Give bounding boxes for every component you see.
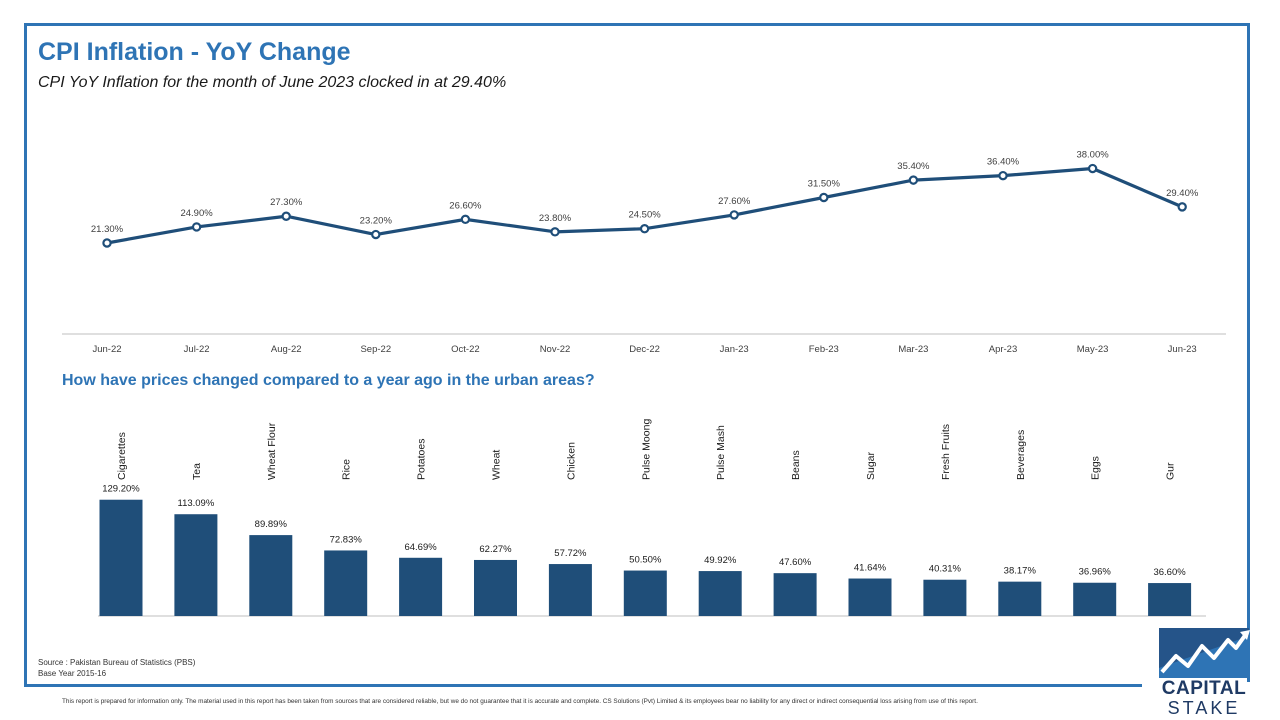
bar-category-label-10: Sugar xyxy=(865,451,877,480)
bar-7 xyxy=(623,570,667,616)
bar-category-label-5: Wheat xyxy=(491,450,503,480)
cpi-data-label-9: 35.40% xyxy=(897,161,930,172)
source-note: Source : Pakistan Bureau of Statistics (… xyxy=(38,657,195,679)
bar-value-label-8: 49.92% xyxy=(704,555,737,566)
frame-gap xyxy=(1142,682,1254,692)
bar-category-label-0: Cigarettes xyxy=(116,432,128,480)
report-frame xyxy=(24,23,1250,687)
bar-12 xyxy=(998,581,1042,616)
cpi-data-label-4: 26.60% xyxy=(449,200,482,211)
bar-value-label-1: 113.09% xyxy=(177,498,214,509)
bar-category-label-13: Eggs xyxy=(1090,456,1102,480)
bar-13 xyxy=(1073,582,1117,616)
x-tick-label-8: Feb-23 xyxy=(809,344,839,355)
bar-10 xyxy=(848,578,892,616)
cpi-data-label-12: 29.40% xyxy=(1166,188,1199,199)
x-tick-label-5: Nov-22 xyxy=(540,344,571,355)
cpi-data-label-11: 38.00% xyxy=(1076,150,1109,161)
bar-value-label-12: 38.17% xyxy=(1004,566,1037,577)
bar-category-label-2: Wheat Flour xyxy=(266,422,278,480)
x-tick-label-4: Oct-22 xyxy=(451,344,480,355)
bar-6 xyxy=(548,564,592,616)
logo-word-stake: STAKE xyxy=(1167,698,1241,718)
cpi-point-10 xyxy=(998,170,1008,181)
x-tick-label-10: Apr-23 xyxy=(989,344,1018,355)
x-tick-label-11: May-23 xyxy=(1077,344,1109,355)
cpi-data-label-10: 36.40% xyxy=(987,157,1020,168)
bar-value-label-11: 40.31% xyxy=(929,564,962,575)
bar-value-label-5: 62.27% xyxy=(479,544,512,555)
bar-11 xyxy=(923,579,967,616)
x-tick-label-7: Jan-23 xyxy=(720,344,749,355)
bar-3 xyxy=(324,550,368,616)
bar-9 xyxy=(773,573,817,616)
cpi-line-chart: 21.30% Jun-22 24.90% Jul-22 27.30% Aug-22 23.2… xyxy=(62,150,1226,355)
cpi-point-12 xyxy=(1177,202,1187,212)
bar-value-label-6: 57.72% xyxy=(554,548,587,559)
cpi-point-9 xyxy=(908,175,919,185)
page-title: CPI Inflation - YoY Change xyxy=(38,38,351,66)
cpi-point-8 xyxy=(819,192,829,203)
base-year-line: Base Year 2015-16 xyxy=(38,669,107,678)
bar-category-label-11: Fresh Fruits xyxy=(940,424,952,480)
bar-8 xyxy=(698,571,742,616)
capital-stake-logo: CAPITAL STAKE xyxy=(1156,626,1252,718)
bar-value-label-10: 41.64% xyxy=(854,563,887,574)
cpi-data-label-8: 31.50% xyxy=(808,179,841,190)
bar-value-label-13: 36.96% xyxy=(1079,567,1112,578)
x-tick-label-12: Jun-23 xyxy=(1168,344,1197,355)
bar-0 xyxy=(99,499,143,616)
bar-value-label-0: 129.20% xyxy=(102,484,140,495)
cpi-point-4 xyxy=(460,214,471,225)
cpi-data-label-1: 24.90% xyxy=(180,208,213,219)
x-tick-label-1: Jul-22 xyxy=(184,344,210,355)
bar-value-label-7: 50.50% xyxy=(629,555,662,566)
bar-category-label-4: Potatoes xyxy=(416,439,428,480)
disclaimer: This report is prepared for information … xyxy=(62,698,978,705)
bar-category-label-3: Rice xyxy=(341,459,353,480)
bar-value-label-4: 64.69% xyxy=(404,542,437,553)
bar-category-label-6: Chicken xyxy=(565,442,577,480)
bar-category-label-1: Tea xyxy=(191,463,203,480)
bar-14 xyxy=(1148,583,1192,616)
cpi-point-0 xyxy=(102,238,112,248)
x-tick-label-3: Sep-22 xyxy=(360,344,391,355)
cpi-data-label-3: 23.20% xyxy=(360,216,393,227)
section-title: How have prices changed compared to a ye… xyxy=(62,372,595,389)
bar-5 xyxy=(474,559,517,616)
cpi-data-label-0: 21.30% xyxy=(91,224,124,235)
cpi-data-label-7: 27.60% xyxy=(718,196,751,207)
bar-4 xyxy=(399,557,443,616)
bar-value-label-9: 47.60% xyxy=(779,557,812,568)
cpi-point-1 xyxy=(191,222,202,232)
cpi-point-7 xyxy=(729,210,739,220)
bar-2 xyxy=(249,535,293,616)
bar-category-label-8: Pulse Mash xyxy=(715,425,727,480)
cpi-point-6 xyxy=(639,224,650,234)
x-tick-label-2: Aug-22 xyxy=(271,344,302,355)
x-tick-label-9: Mar-23 xyxy=(898,344,928,355)
bar-1 xyxy=(174,514,218,616)
logo-word-capital: CAPITAL xyxy=(1161,678,1247,699)
urban-prices-bar-chart: 129.20% Cigarettes 113.09% Tea 89.89% Wheat F… xyxy=(98,419,1206,617)
cpi-point-3 xyxy=(371,229,381,240)
x-tick-label-0: Jun-22 xyxy=(92,344,121,355)
logo-chart-icon xyxy=(1159,628,1250,678)
x-tick-label-6: Dec-22 xyxy=(629,344,660,355)
bar-category-label-7: Pulse Moong xyxy=(640,419,652,480)
cpi-point-5 xyxy=(550,227,560,237)
bar-value-label-3: 72.83% xyxy=(330,534,363,545)
page-subtitle: CPI YoY Inflation for the month of June … xyxy=(38,74,507,91)
cpi-point-2 xyxy=(281,211,291,221)
source-line: Source : Pakistan Bureau of Statistics (… xyxy=(38,658,196,667)
cpi-point-11 xyxy=(1087,163,1098,174)
cpi-data-label-5: 23.80% xyxy=(539,213,572,224)
bar-value-label-14: 36.60% xyxy=(1153,567,1186,578)
cpi-data-label-2: 27.30% xyxy=(270,197,303,208)
bar-category-label-14: Gur xyxy=(1165,462,1177,480)
bar-category-label-9: Beans xyxy=(790,450,802,480)
cpi-data-label-6: 24.50% xyxy=(628,210,661,221)
bar-category-label-12: Beverages xyxy=(1015,430,1027,480)
bar-value-label-2: 89.89% xyxy=(255,519,288,530)
